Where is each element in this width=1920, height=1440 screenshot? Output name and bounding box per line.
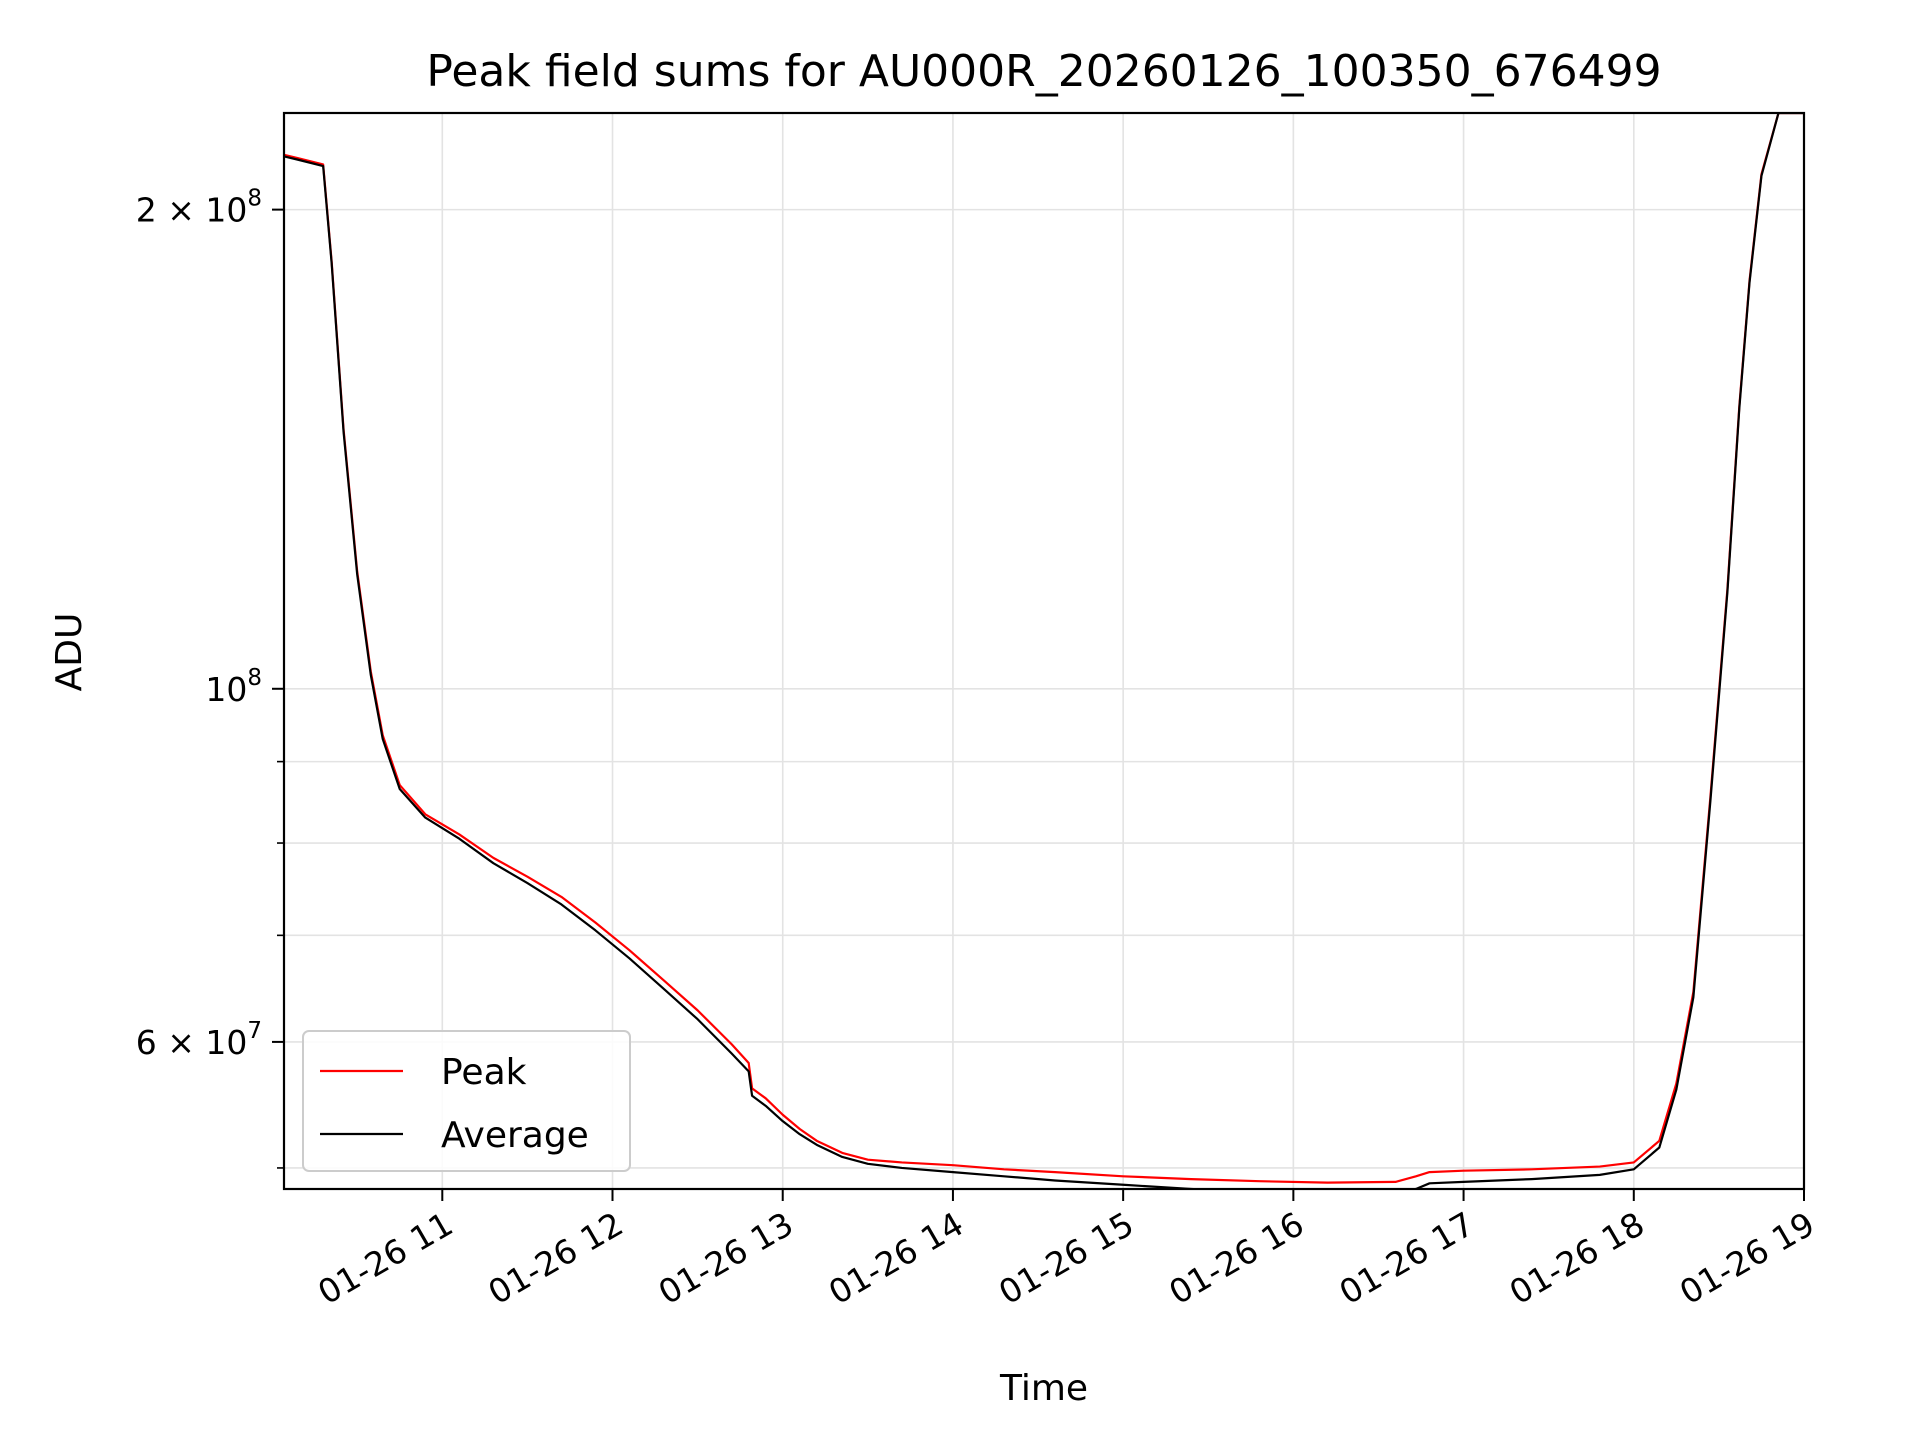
legend-label-peak: Peak [441, 1052, 527, 1093]
series-line-average [284, 113, 1804, 1189]
y-axis-ticks: 6 × 107 108 2 × 108 [136, 186, 284, 1169]
series-line-peak [284, 113, 1804, 1184]
legend: Peak Average [302, 1030, 631, 1172]
y-tick-label: 6 × 107 [136, 1018, 262, 1062]
y-tick-label: 108 [205, 665, 262, 709]
legend-box [302, 1030, 631, 1172]
series-lines [284, 113, 1804, 1189]
legend-label-average: Average [441, 1115, 589, 1156]
y-tick-label: 2 × 108 [136, 186, 262, 230]
x-axis-label: Time [999, 1368, 1088, 1409]
plot-frame [282, 111, 1806, 1191]
y-axis-label: ADU [49, 613, 90, 692]
chart-title: Peak field sums for AU000R_20260126_1003… [426, 46, 1661, 97]
